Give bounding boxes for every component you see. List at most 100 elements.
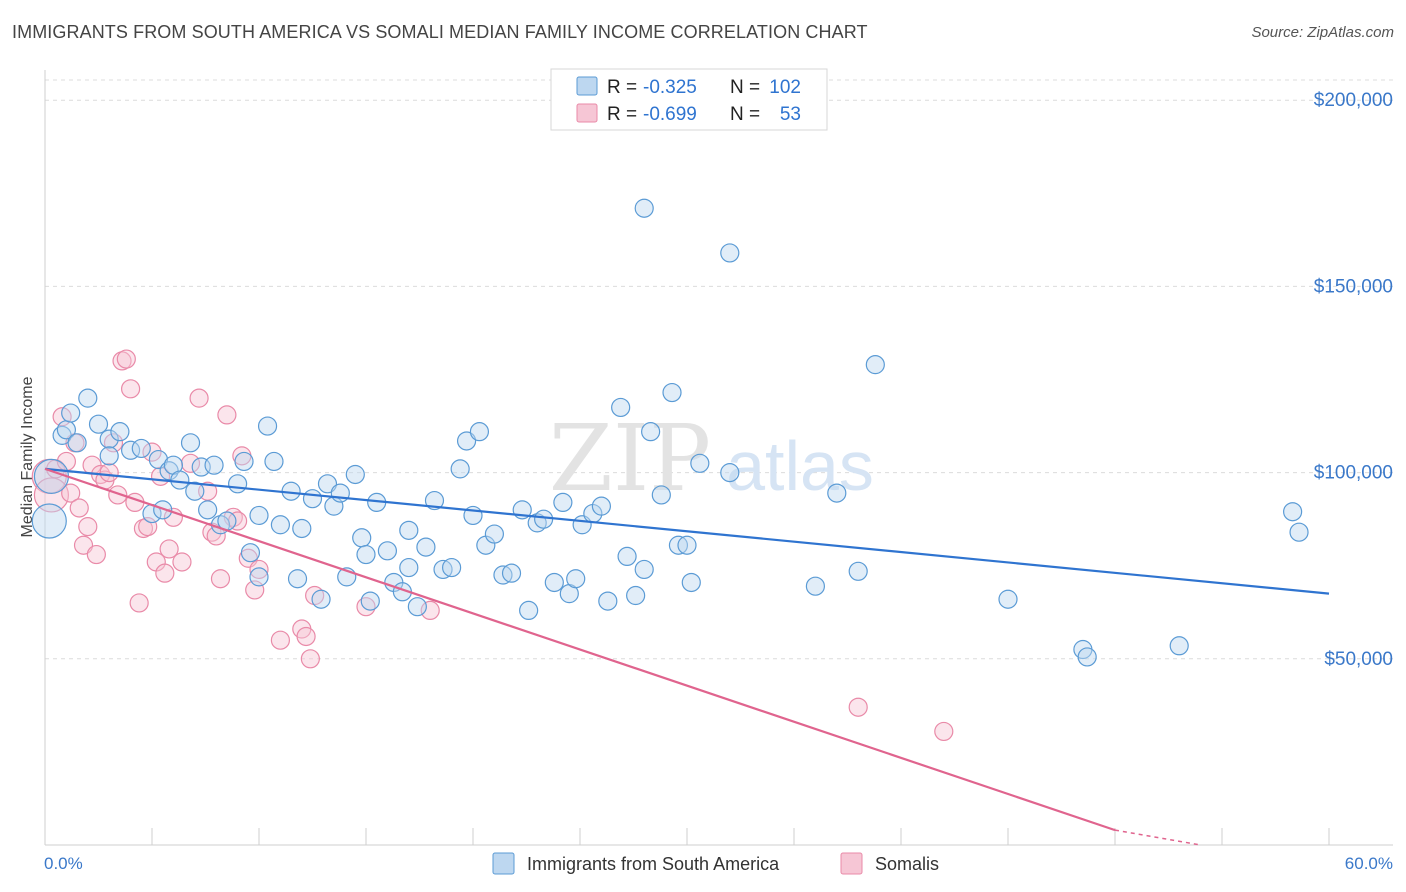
data-point (302, 489, 323, 509)
data-point (544, 572, 564, 593)
data-point (228, 474, 248, 494)
x-tick-label-min: 0.0% (44, 854, 83, 873)
gridlines (45, 79, 1393, 660)
data-point (217, 405, 237, 425)
data-point (287, 569, 308, 589)
data-point (110, 422, 130, 442)
data-point (634, 198, 654, 218)
data-point (566, 569, 586, 589)
data-point (720, 243, 740, 263)
data-point (99, 429, 119, 449)
data-point (442, 557, 462, 578)
watermark-zip: ZIP (549, 405, 711, 512)
data-point (33, 458, 70, 494)
data-point (469, 422, 490, 442)
data-point (99, 463, 119, 483)
y-tick-label: $200,000 (1314, 90, 1393, 111)
data-point (626, 585, 646, 606)
legend-label-somalis: Somalis (875, 854, 939, 874)
data-point (848, 697, 868, 717)
data-point (180, 453, 201, 473)
trend-line-somalis (44, 467, 1116, 832)
data-point (501, 563, 522, 583)
stats-blue-r-label: R = (607, 77, 637, 98)
data-point (172, 552, 192, 572)
trend-line-somalis-extension (1114, 829, 1201, 846)
data-point (108, 485, 128, 505)
data-point (356, 544, 376, 565)
data-point (377, 541, 397, 561)
data-point (399, 520, 419, 540)
y-axis-title: Median Family Income (19, 376, 36, 537)
data-point (617, 546, 637, 567)
data-point (456, 431, 477, 451)
data-point (827, 483, 847, 503)
data-point (249, 567, 269, 587)
chart-title: IMMIGRANTS FROM SOUTH AMERICA VS SOMALI … (12, 22, 868, 42)
data-point (153, 500, 173, 520)
data-point (651, 485, 671, 505)
data-point (598, 591, 618, 611)
y-tick-labels: $50,000 $100,000 $150,000 $200,000 (1314, 90, 1393, 670)
stats-blue-n-value: 102 (769, 77, 801, 98)
data-point (1077, 647, 1097, 667)
data-point (61, 483, 81, 503)
data-point (690, 453, 710, 473)
data-point (591, 496, 612, 516)
data-point (317, 474, 338, 494)
data-point (185, 481, 205, 501)
data-point (249, 559, 269, 580)
data-point (407, 597, 427, 617)
data-point (805, 576, 826, 596)
data-point (159, 539, 179, 559)
stats-pink-r-label: R = (607, 104, 637, 125)
data-point (142, 442, 162, 462)
data-point (189, 388, 209, 408)
data-point (848, 561, 868, 581)
y-tick-label: $100,000 (1314, 463, 1393, 484)
data-point (129, 593, 149, 613)
stats-pink-r-value: -0.699 (643, 104, 697, 125)
data-point (534, 509, 554, 529)
data-point (450, 459, 470, 479)
data-point (116, 349, 136, 369)
data-point (641, 422, 661, 442)
legend-label-south-america: Immigrants from South America (527, 854, 780, 874)
data-point (484, 524, 504, 544)
data-point (330, 483, 350, 503)
data-point (240, 543, 261, 563)
data-point (86, 544, 106, 565)
data-point (249, 505, 269, 526)
data-point (360, 591, 380, 611)
data-point (292, 518, 312, 539)
data-point (257, 416, 278, 436)
data-point (677, 535, 697, 555)
stats-blue-n-label: N = (730, 77, 760, 98)
data-point (73, 535, 94, 555)
series-legend: Immigrants from South America Somalis (492, 852, 939, 875)
data-point (180, 433, 201, 453)
data-point (420, 600, 440, 621)
data-point (99, 446, 119, 466)
data-point (204, 455, 224, 475)
data-point (33, 477, 70, 513)
data-point (155, 563, 175, 583)
stats-blue-r-value: -0.325 (643, 77, 697, 98)
data-point (553, 492, 573, 513)
data-point (424, 490, 445, 511)
south-america-points (31, 198, 1309, 667)
data-point (300, 649, 320, 669)
data-point (198, 500, 218, 520)
x-ticks (44, 828, 1330, 845)
data-point (78, 388, 98, 408)
axes (44, 70, 1393, 846)
data-point (720, 463, 740, 483)
data-point (1289, 522, 1309, 542)
data-point (78, 517, 98, 537)
y-tick-label: $150,000 (1314, 276, 1393, 297)
data-point (296, 626, 316, 647)
legend-swatch-south-america (492, 852, 515, 875)
data-point (519, 600, 539, 621)
data-point (634, 559, 654, 580)
